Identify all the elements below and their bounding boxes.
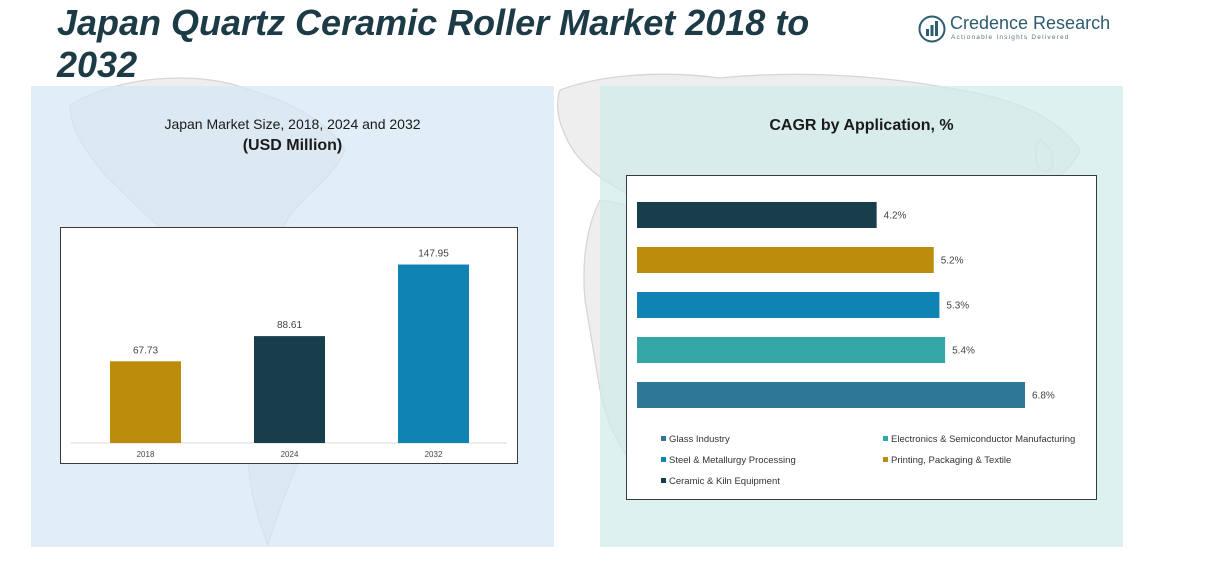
- legend-item-steel-metallurgy-processing: Steel & Metallurgy Processing: [661, 455, 796, 466]
- bar-value-label-2024: 88.61: [277, 320, 302, 331]
- legend-swatch: [661, 457, 666, 462]
- cagr-value-label-electronics-semiconductor-manufacturing: 5.4%: [952, 346, 975, 357]
- cagr-value-label-steel-metallurgy-processing: 5.3%: [946, 301, 969, 312]
- legend-label: Printing, Packaging & Textile: [891, 455, 1012, 466]
- x-tick-label-2032: 2032: [425, 450, 443, 459]
- bar-value-label-2018: 67.73: [133, 345, 158, 356]
- market-size-chart: 67.73 2018 88.61 2024 147.95 2032: [60, 227, 518, 464]
- cagr-bar-steel-metallurgy-processing: [637, 292, 940, 318]
- cagr-value-label-glass-industry: 6.8%: [1032, 391, 1055, 402]
- cagr-bar-glass-industry: [637, 382, 1025, 408]
- cagr-bar-electronics-semiconductor-manufacturing: [637, 337, 946, 363]
- page-title: Japan Quartz Ceramic Roller Market 2018 …: [57, 2, 810, 85]
- legend-label: Electronics & Semiconductor Manufacturin…: [891, 434, 1076, 445]
- legend-item-electronics-semiconductor-manufacturing: Electronics & Semiconductor Manufacturin…: [883, 434, 1075, 445]
- cagr-bar-ceramic-kiln-equipment: [637, 202, 877, 228]
- legend-swatch: [661, 478, 666, 483]
- x-tick-label-2024: 2024: [281, 450, 299, 459]
- credence-research-logo: Credence Research Actionable Insights De…: [918, 12, 1110, 46]
- legend-label: Glass Industry: [669, 434, 730, 445]
- bar-2024: [254, 336, 325, 443]
- bar-2032: [398, 264, 469, 443]
- market-size-bar-chart: 67.73 2018 88.61 2024 147.95 2032: [71, 249, 507, 459]
- logo-tagline: Actionable Insights Delivered: [951, 34, 1070, 41]
- market-size-title: Japan Market Size, 2018, 2024 and 2032: [164, 116, 421, 132]
- cagr-horizontal-bar-chart: 4.2% 5.2% 5.3% 5.4% 6.8%: [637, 202, 1055, 408]
- logo-mark-icon: [918, 15, 946, 43]
- legend-label: Ceramic & Kiln Equipment: [669, 476, 780, 487]
- x-tick-label-2018: 2018: [137, 450, 155, 459]
- cagr-chart: 4.2% 5.2% 5.3% 5.4% 6.8% Glass Industry Elect…: [626, 175, 1097, 500]
- legend-swatch: [883, 436, 888, 441]
- legend-item-ceramic-kiln-equipment: Ceramic & Kiln Equipment: [661, 476, 780, 487]
- market-size-unit: (USD Million): [242, 137, 343, 154]
- logo-name: Credence Research: [950, 13, 1111, 33]
- legend-swatch: [661, 436, 666, 441]
- legend-item-printing-packaging-textile: Printing, Packaging & Textile: [883, 455, 1011, 466]
- bar-value-label-2032: 147.95: [418, 249, 449, 260]
- cagr-title: CAGR by Application, %: [769, 117, 954, 134]
- cagr-bar-printing-packaging-textile: [637, 247, 934, 273]
- legend-item-glass-industry: Glass Industry: [661, 434, 730, 445]
- cagr-value-label-printing-packaging-textile: 5.2%: [941, 256, 964, 267]
- legend-label: Steel & Metallurgy Processing: [669, 455, 796, 466]
- cagr-value-label-ceramic-kiln-equipment: 4.2%: [884, 211, 907, 222]
- bar-2018: [110, 361, 181, 443]
- legend-swatch: [883, 457, 888, 462]
